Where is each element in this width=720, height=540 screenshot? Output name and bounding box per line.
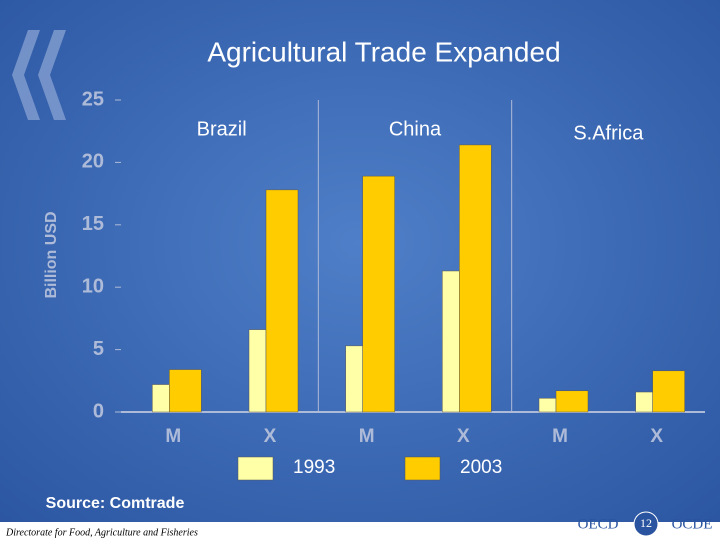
page-badge — [633, 511, 659, 537]
logo-chevrons — [12, 30, 66, 120]
bar — [265, 189, 299, 413]
legend-swatch — [237, 456, 274, 481]
bar — [248, 329, 267, 413]
group-label: China — [389, 118, 442, 140]
bar — [635, 391, 653, 413]
y-tick-label: 20 — [82, 151, 104, 173]
x-tick-label: M — [552, 426, 568, 447]
x-tick-label: X — [650, 426, 663, 447]
page-number: 12 — [640, 516, 652, 530]
directorate: Directorate for Food, Agriculture and Fi… — [5, 527, 198, 538]
y-axis-label: Billion USD — [43, 211, 60, 298]
bar — [152, 384, 170, 413]
x-tick-label: M — [165, 426, 181, 447]
x-tick-label: X — [264, 426, 277, 447]
bar — [362, 175, 395, 413]
y-tick-label: 5 — [93, 338, 104, 360]
y-tick-label: 15 — [82, 213, 104, 235]
footer-band — [0, 522, 720, 540]
group-label: S.Africa — [573, 122, 644, 144]
x-tick-label: M — [359, 426, 375, 447]
logo-left: OECD — [578, 516, 619, 532]
bar — [169, 369, 202, 413]
bar — [345, 345, 363, 413]
y-tick-label: 10 — [82, 275, 104, 297]
legend-label: 1993 — [293, 457, 335, 478]
bar — [442, 270, 460, 413]
bar — [538, 398, 557, 413]
legend-label: 2003 — [460, 457, 502, 478]
chart-title: Agricultural Trade Expanded — [207, 36, 560, 67]
bar — [459, 144, 492, 413]
source: Source: Comtrade — [46, 495, 185, 512]
logo-right: OCDE — [672, 516, 713, 532]
bar — [652, 370, 685, 413]
legend-swatch — [404, 456, 441, 481]
group-label: Brazil — [197, 118, 247, 140]
x-tick-label: X — [457, 426, 470, 447]
y-tick-label: 0 — [93, 400, 104, 422]
bar — [555, 390, 589, 413]
y-tick-label: 25 — [82, 88, 104, 110]
